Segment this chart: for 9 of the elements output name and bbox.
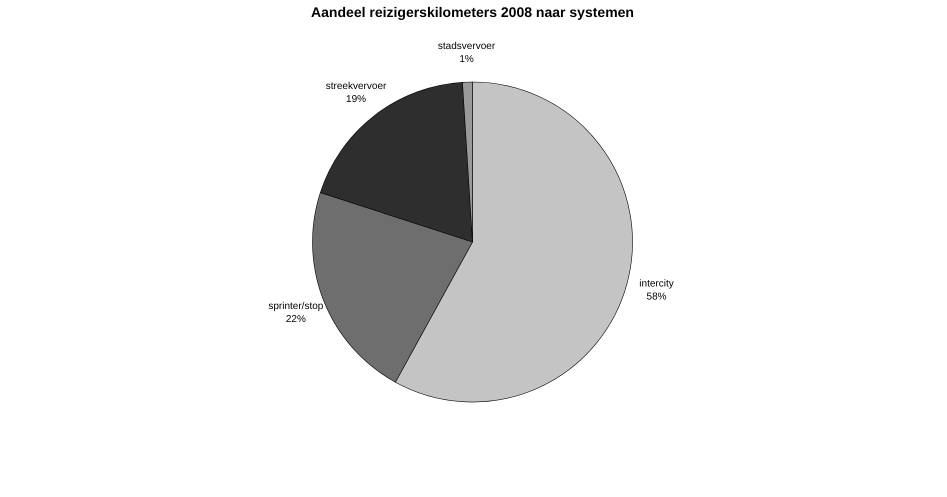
slice-label: sprinter/stop xyxy=(268,300,324,312)
data-label: 19% xyxy=(346,94,366,105)
data-label: 1% xyxy=(459,54,474,66)
data-label: 58% xyxy=(646,291,667,302)
slice-label: streekvervoer xyxy=(326,80,388,92)
slice-label: stadsvervoer xyxy=(438,41,496,52)
chart-title: Aandeel reizigerskilometers 2008 naar systemen xyxy=(311,4,634,20)
slice-label: intercity xyxy=(639,278,674,290)
data-label: 22% xyxy=(286,314,306,325)
